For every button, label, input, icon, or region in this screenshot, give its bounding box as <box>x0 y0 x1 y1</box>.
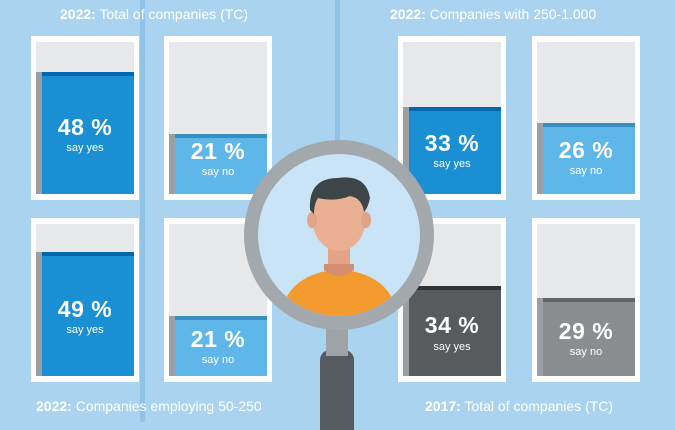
panel-value: 21 % <box>190 138 246 164</box>
panel-value: 34 % <box>424 312 480 338</box>
person-ear-right <box>361 212 371 228</box>
title-year: 2022: <box>60 6 96 22</box>
panel-2022-total-no: 21 % say no <box>164 36 272 200</box>
title-year: 2022: <box>390 6 426 22</box>
panel-value: 29 % <box>558 318 614 344</box>
panel-caption: say yes <box>66 324 104 336</box>
panel-value: 21 % <box>190 326 246 352</box>
magnifier-neck <box>326 326 348 356</box>
title-2022-total: 2022: Total of companies (TC) <box>60 6 248 22</box>
panel-2022-50-250-yes: 49 % say yes <box>31 218 139 382</box>
panel-caption: say no <box>569 346 603 358</box>
panel-fill <box>409 106 501 194</box>
panel-2022-250-1000-yes: 33 % say yes <box>398 36 506 200</box>
panel-well <box>537 224 635 376</box>
person-hair <box>309 177 370 214</box>
person-shirt <box>283 270 395 316</box>
magnifier-handle <box>320 350 354 430</box>
panel-caption: say yes <box>66 142 104 154</box>
panel-shadow-edge <box>403 286 409 376</box>
center-divider-left <box>140 0 145 422</box>
title-text: Companies employing 50-250 <box>75 398 262 414</box>
title-text: Total of companies (TC) <box>464 398 614 414</box>
person-icon <box>283 177 395 316</box>
panel-2022-250-1000-no: 26 % say no <box>532 36 640 200</box>
panel-shadow-edge <box>36 252 42 376</box>
panel-2022-50-250-no: 21 % say no <box>164 218 272 382</box>
panel-well <box>36 224 134 376</box>
title-text: Total of companies (TC) <box>99 6 249 22</box>
panel-2022-total-yes: 48 % say yes <box>31 36 139 200</box>
person-face <box>312 185 366 251</box>
panel-caption: say no <box>201 354 235 366</box>
panel-value: 48 % <box>57 114 113 140</box>
panel-fill <box>543 122 635 194</box>
panel-fill <box>543 297 635 376</box>
title-year: 2017: <box>425 398 461 414</box>
title-2022-50-250: 2022: Companies employing 50-250 <box>36 398 262 414</box>
panel-caption: say yes <box>433 341 471 353</box>
panel-value: 49 % <box>57 296 113 322</box>
panel-well <box>169 42 267 194</box>
magnifier-person-icon <box>258 154 420 316</box>
panel-shadow-edge <box>537 122 543 194</box>
panel-shadow-edge <box>537 297 543 376</box>
panel-shadow-edge <box>169 133 175 194</box>
panel-value: 26 % <box>558 137 614 163</box>
panel-well <box>403 42 501 194</box>
panel-well <box>537 42 635 194</box>
title-2022-250-1000: 2022: Companies with 250-1.000 <box>390 6 596 22</box>
title-text: Companies with 250-1.000 <box>429 6 597 22</box>
panel-fill <box>42 72 134 194</box>
panel-shadow-edge <box>169 315 175 376</box>
panel-value: 33 % <box>424 130 480 156</box>
panel-caption: say no <box>569 165 603 177</box>
person-collar-shadow <box>324 264 354 276</box>
title-year: 2022: <box>36 398 72 414</box>
person-ear-left <box>307 212 317 228</box>
panel-fill <box>175 315 267 376</box>
panel-well <box>36 42 134 194</box>
panel-fill <box>42 252 134 376</box>
panel-caption: say no <box>201 166 235 178</box>
panel-2017-total-no: 29 % say no <box>532 218 640 382</box>
panel-caption: say yes <box>433 158 471 170</box>
panel-shadow-edge <box>403 106 409 194</box>
panel-fill <box>175 133 267 194</box>
panel-fill <box>409 286 501 376</box>
title-2017-total: 2017: Total of companies (TC) <box>425 398 613 414</box>
panel-shadow-edge <box>36 72 42 194</box>
